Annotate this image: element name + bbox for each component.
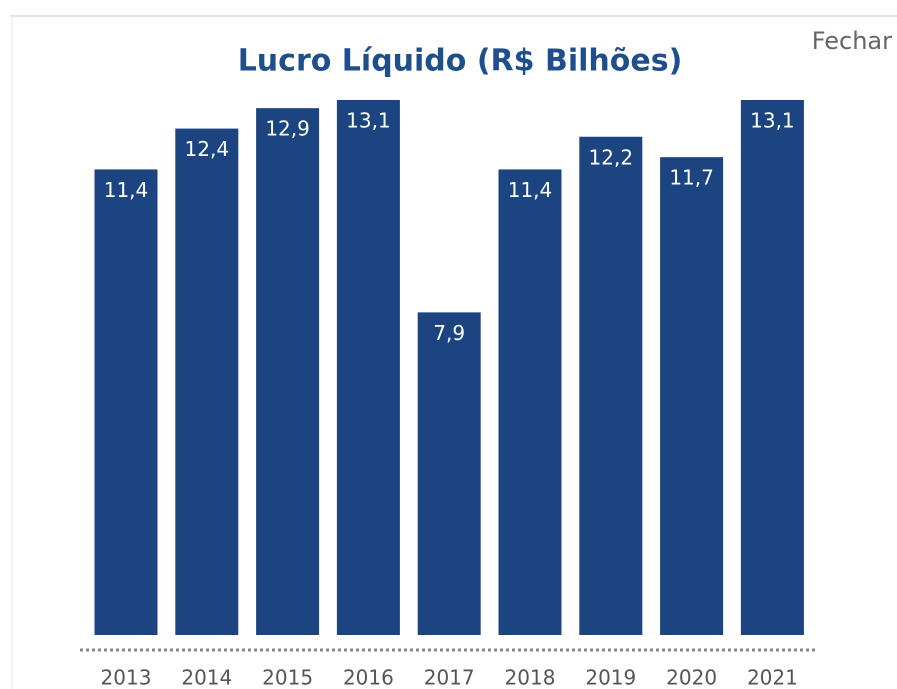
chart-title: Lucro Líquido (R$ Bilhões)	[238, 44, 683, 79]
x-tick-label: 2016	[343, 666, 394, 689]
value-label: 12,2	[589, 145, 634, 169]
bar	[336, 100, 400, 635]
value-label: 12,4	[185, 137, 230, 161]
bar	[740, 100, 804, 635]
x-tick-label: 2013	[101, 666, 152, 689]
x-tick-label: 2014	[181, 666, 232, 689]
x-tick-label: 2020	[666, 666, 717, 689]
value-label: 12,9	[265, 117, 310, 141]
value-label: 7,9	[433, 321, 465, 345]
value-label: 13,1	[346, 109, 391, 133]
x-tick-label: 2019	[585, 666, 636, 689]
x-tick-label: 2018	[505, 666, 556, 689]
value-label: 11,7	[669, 166, 714, 190]
x-tick-label: 2017	[424, 666, 475, 689]
x-tick-label: 2021	[747, 666, 798, 689]
value-label: 13,1	[750, 109, 795, 133]
value-label: 11,4	[508, 178, 553, 202]
x-tick-label: 2015	[262, 666, 313, 689]
value-label: 11,4	[104, 178, 149, 202]
bar	[579, 136, 643, 635]
bar	[175, 128, 239, 636]
bar	[660, 157, 724, 635]
bar	[417, 312, 481, 635]
close-button[interactable]: Fechar	[812, 27, 892, 55]
bar	[94, 169, 158, 635]
bar	[498, 169, 562, 635]
bar	[256, 108, 320, 635]
